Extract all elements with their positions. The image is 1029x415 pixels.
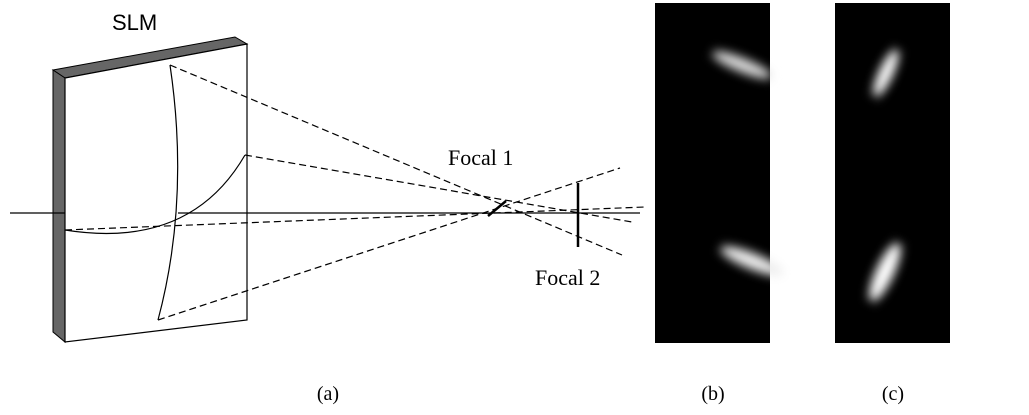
focal2-label: Focal 2 — [535, 265, 600, 290]
slm-face — [65, 44, 247, 342]
ray — [245, 155, 632, 222]
image-b — [655, 3, 787, 343]
figure: SLM Focal 1 Focal 2 (a) (b) (c) — [0, 0, 1029, 415]
slm-diagram: SLM Focal 1 Focal 2 — [10, 10, 645, 342]
caption: (c) — [882, 383, 904, 405]
image-c — [835, 3, 950, 343]
slm-edge-side — [53, 70, 65, 342]
slm-label: SLM — [112, 10, 157, 35]
focal1-label: Focal 1 — [448, 145, 513, 170]
caption: (a) — [317, 383, 339, 405]
focal1-line — [488, 201, 506, 216]
caption: (b) — [701, 383, 724, 405]
